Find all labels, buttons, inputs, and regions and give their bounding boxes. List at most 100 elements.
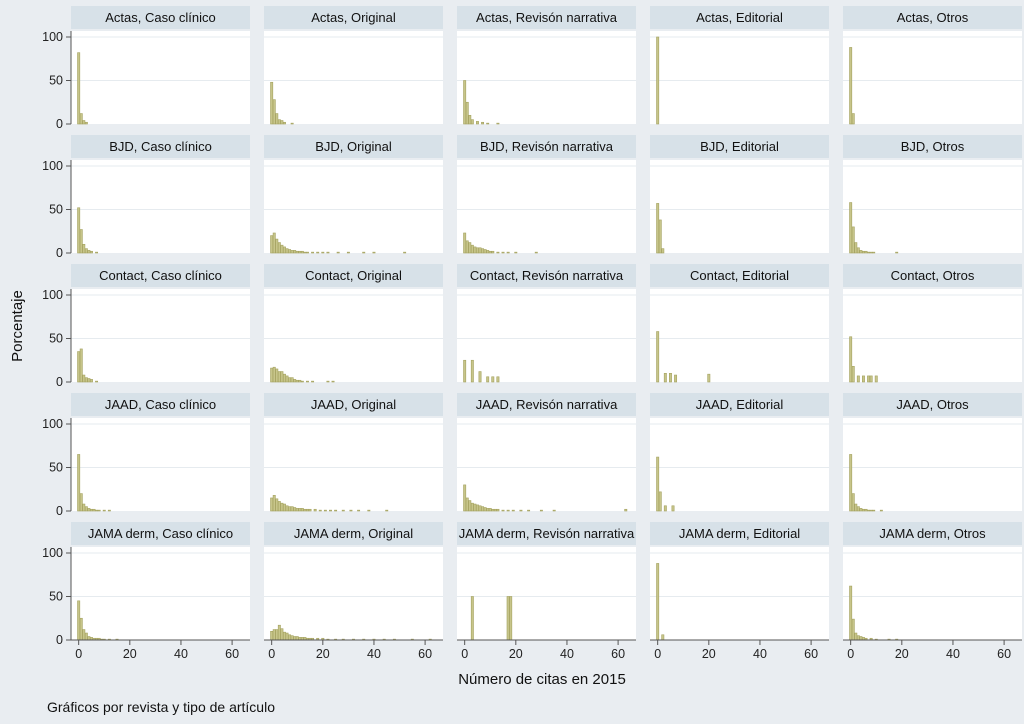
panel-strip bbox=[71, 264, 250, 287]
panel-strip bbox=[457, 6, 636, 29]
histogram-bar bbox=[864, 508, 868, 512]
panel-title: Actas, Otros bbox=[897, 10, 969, 25]
histogram-bar bbox=[272, 366, 276, 383]
histogram-bar bbox=[534, 251, 538, 254]
histogram-bar bbox=[295, 508, 299, 512]
x-tick-label: 20 bbox=[895, 647, 909, 661]
histogram-bar bbox=[87, 636, 91, 641]
histogram-bar bbox=[707, 373, 711, 383]
panel-strip bbox=[264, 264, 443, 287]
panel-strip bbox=[457, 522, 636, 545]
histogram-bar bbox=[329, 509, 332, 512]
histogram-bar bbox=[334, 509, 338, 512]
histogram-bar bbox=[468, 115, 472, 125]
histogram-bar bbox=[298, 250, 302, 254]
histogram-bar bbox=[79, 617, 83, 641]
histogram-bar bbox=[283, 373, 286, 383]
histogram-bar bbox=[288, 377, 292, 383]
histogram-bar bbox=[506, 251, 510, 254]
histogram-bar bbox=[102, 509, 106, 512]
histogram-bar bbox=[851, 493, 855, 512]
plot-area bbox=[650, 31, 829, 124]
histogram-bar bbox=[87, 378, 91, 383]
plot-area bbox=[843, 31, 1022, 124]
panel-strip bbox=[650, 522, 829, 545]
x-tick-label: 60 bbox=[611, 647, 625, 661]
histogram-bar bbox=[290, 635, 294, 641]
histogram-bar bbox=[552, 509, 556, 512]
facet-panel: JAAD, Revisón narrativa bbox=[457, 393, 636, 512]
panel-strip bbox=[71, 522, 250, 545]
histogram-bar bbox=[82, 244, 86, 254]
histogram-bar bbox=[895, 251, 899, 254]
panel-grid: Actas, Caso clínico 0 50 100 Actas, Original… bbox=[42, 6, 1022, 661]
histogram-bar bbox=[658, 491, 662, 512]
histogram-bar bbox=[84, 632, 88, 641]
histogram-bar bbox=[295, 636, 299, 641]
panel-title: Contact, Otros bbox=[891, 268, 975, 283]
histogram-bar bbox=[463, 484, 467, 512]
histogram-bar bbox=[79, 493, 83, 512]
histogram-bar bbox=[270, 367, 274, 383]
histogram-bar bbox=[95, 509, 99, 512]
histogram-bar bbox=[95, 251, 99, 254]
histogram-bar bbox=[90, 250, 93, 254]
histogram-bar bbox=[869, 375, 873, 383]
histogram-bar bbox=[862, 250, 865, 254]
histogram-bar bbox=[486, 122, 490, 125]
histogram-bar bbox=[290, 250, 294, 254]
histogram-bar bbox=[862, 375, 865, 383]
panel-title: Actas, Original bbox=[311, 10, 396, 25]
plot-area bbox=[457, 289, 636, 382]
panel-strip bbox=[650, 264, 829, 287]
histogram-bar bbox=[298, 508, 302, 512]
panel-title: JAMA derm, Revisón narrativa bbox=[459, 526, 635, 541]
panel-title: Contact, Caso clínico bbox=[99, 268, 222, 283]
histogram-bar bbox=[277, 371, 281, 383]
panel-title: JAAD, Revisón narrativa bbox=[476, 397, 618, 412]
panel-title: JAMA derm, Original bbox=[294, 526, 413, 541]
x-tick-label: 0 bbox=[75, 647, 82, 661]
x-tick-label: 0 bbox=[268, 647, 275, 661]
histogram-bar bbox=[481, 506, 485, 512]
histogram-bar bbox=[280, 502, 284, 512]
facet-panel: JAMA derm, Revisón narrativa 0 20 40 60 bbox=[457, 522, 636, 661]
histogram-bar bbox=[496, 508, 500, 512]
histogram-bar bbox=[295, 250, 299, 254]
x-tick-label: 0 bbox=[847, 647, 854, 661]
facet-panel: Actas, Revisón narrativa bbox=[457, 6, 636, 125]
histogram-bar bbox=[669, 372, 672, 383]
panel-strip bbox=[264, 6, 443, 29]
histogram-bar bbox=[283, 246, 286, 254]
histogram-bar bbox=[79, 113, 83, 125]
histogram-bar bbox=[272, 232, 276, 254]
histogram-bar bbox=[318, 509, 322, 512]
histogram-bar bbox=[496, 376, 500, 383]
histogram-bar bbox=[496, 251, 500, 254]
histogram-bar bbox=[285, 248, 289, 254]
histogram-bar bbox=[272, 99, 276, 125]
panel-title: Actas, Caso clínico bbox=[105, 10, 216, 25]
histogram-bar bbox=[470, 502, 474, 512]
plot-area bbox=[457, 418, 636, 511]
histogram-bar bbox=[77, 600, 81, 641]
facet-panel: JAMA derm, Original 0 20 40 60 bbox=[264, 522, 443, 661]
histogram-bar bbox=[661, 634, 665, 641]
y-tick-label: 100 bbox=[42, 417, 63, 431]
plot-area bbox=[650, 289, 829, 382]
histogram-bar bbox=[506, 509, 510, 512]
histogram-bar bbox=[473, 503, 477, 512]
plot-area bbox=[264, 418, 443, 511]
y-tick-label: 0 bbox=[56, 117, 63, 131]
panel-strip bbox=[457, 135, 636, 158]
facet-panel: JAMA derm, Caso clínico 0 50 100 0 20 40 60 bbox=[42, 522, 250, 661]
panel-strip bbox=[71, 393, 250, 416]
histogram-bar bbox=[79, 348, 83, 383]
x-tick-label: 20 bbox=[123, 647, 137, 661]
histogram-bar bbox=[869, 509, 873, 512]
histogram-bar bbox=[663, 505, 667, 512]
histogram-bar bbox=[303, 251, 307, 254]
histogram-bar bbox=[84, 377, 88, 383]
histogram-bar bbox=[280, 628, 284, 641]
